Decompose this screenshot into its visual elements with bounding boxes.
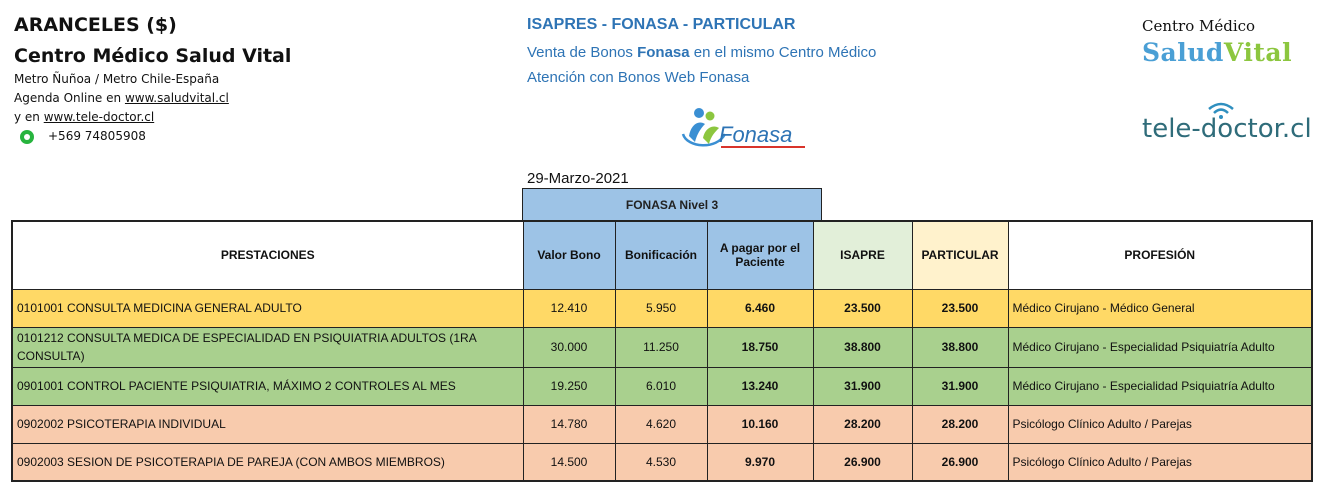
cell-bonificacion: 4.530 [614,442,708,482]
table-row: 0101212 CONSULTA MEDICA DE ESPECIALIDAD … [11,326,1313,368]
tariff-date: 29-Marzo-2021 [527,170,629,187]
cell-profesion: Psicólogo Clínico Adulto / Parejas [1007,404,1313,444]
phone-number[interactable]: +569 74805908 [48,129,146,143]
cell-bonificacion: 11.250 [614,326,708,368]
logo-vital: Vital [1223,38,1293,67]
agenda-prefix: Agenda Online en [14,91,125,105]
cell-valor-bono: 30.000 [522,326,616,368]
table-row: 0101001 CONSULTA MEDICINA GENERAL ADULTO… [11,288,1313,328]
cell-isapre: 38.800 [812,326,913,368]
cell-valor-bono: 19.250 [522,366,616,406]
col-profesion: PROFESIÓN [1007,220,1313,290]
cell-particular: 26.900 [911,442,1009,482]
cell-profesion: Médico Cirujano - Especialidad Psiquiatr… [1007,366,1313,406]
cell-prestacion: 0901001 CONTROL PACIENTE PSIQUIATRIA, MÁ… [11,366,524,406]
table-row: 0901001 CONTROL PACIENTE PSIQUIATRIA, MÁ… [11,366,1313,406]
cell-a-pagar: 9.970 [706,442,814,482]
agenda-line: Agenda Online en www.saludvital.cl [14,89,291,108]
cell-bonificacion: 6.010 [614,366,708,406]
fonasa-group-header: FONASA Nivel 3 [522,188,822,220]
centro-medico-label: Centro Médico [1142,17,1256,35]
cell-particular: 23.500 [911,288,1009,328]
cell-prestacion: 0902003 SESION DE PSICOTERAPIA DE PAREJA… [11,442,524,482]
col-a-pagar: A pagar por el Paciente [706,220,814,290]
cell-particular: 38.800 [911,326,1009,368]
cell-prestacion: 0902002 PSICOTERAPIA INDIVIDUAL [11,404,524,444]
cell-valor-bono: 14.780 [522,404,616,444]
bonos-web-line: Atención con Bonos Web Fonasa [527,69,750,86]
table-header-row: PRESTACIONES Valor Bono Bonificación A p… [11,220,1313,290]
header-right: Centro Médico SaludVital [1142,14,1292,68]
tele-doctor-link[interactable]: www.tele-doctor.cl [43,110,155,124]
cell-profesion: Médico Cirujano - Especialidad Psiquiatr… [1007,326,1313,368]
cell-isapre: 28.200 [812,404,913,444]
col-bonificacion: Bonificación [614,220,708,290]
phone-line: +569 74805908 [20,127,291,146]
wifi-icon [1208,102,1234,119]
cell-bonificacion: 5.950 [614,288,708,328]
fonasa-logo: Fonasa [681,108,805,148]
saludvital-link[interactable]: www.saludvital.cl [124,91,229,105]
fonasa-bold-text: Fonasa [637,44,690,61]
venta-bonos-text: Venta de Bonos [527,44,638,61]
cell-isapre: 23.500 [812,288,913,328]
tariff-table: PRESTACIONES Valor Bono Bonificación A p… [11,220,1313,482]
table-row: 0902002 PSICOTERAPIA INDIVIDUAL 14.780 4… [11,404,1313,444]
page-title: ARANCELES ($) [14,14,177,36]
cell-profesion: Psicólogo Clínico Adulto / Parejas [1007,442,1313,482]
metro-info: Metro Ñuñoa / Metro Chile-España [14,72,220,86]
cell-a-pagar: 13.240 [706,366,814,406]
cell-particular: 31.900 [911,366,1009,406]
cell-profesion: Médico Cirujano - Médico General [1007,288,1313,328]
whatsapp-icon [20,129,34,144]
col-prestaciones: PRESTACIONES [11,220,524,290]
venta-bonos-line: Venta de Bonos Fonasa en el mismo Centro… [527,43,876,63]
tele-line: y en www.tele-doctor.cl [14,108,291,127]
cell-prestacion: 0101212 CONSULTA MEDICA DE ESPECIALIDAD … [11,326,524,368]
cell-valor-bono: 12.410 [522,288,616,328]
cell-a-pagar: 18.750 [706,326,814,368]
cell-particular: 28.200 [911,404,1009,444]
col-isapre: ISAPRE [812,220,913,290]
cell-a-pagar: 10.160 [706,404,814,444]
cell-valor-bono: 14.500 [522,442,616,482]
venta-bonos-suffix: en el mismo Centro Médico [689,44,877,61]
col-valor-bono: Valor Bono [522,220,616,290]
header-middle: ISAPRES - FONASA - PARTICULAR Venta de B… [527,14,876,88]
center-name: Centro Médico Salud Vital [14,45,292,67]
cell-a-pagar: 6.460 [706,288,814,328]
tele-doctor-logo: tele-doctor.cl [1142,114,1312,144]
cell-prestacion: 0101001 CONSULTA MEDICINA GENERAL ADULTO [11,288,524,328]
insurance-title: ISAPRES - FONASA - PARTICULAR [527,16,796,33]
logo-salud: Salud [1142,38,1224,67]
fonasa-logo-text: Fonasa [719,122,792,147]
header-left: ARANCELES ($) Centro Médico Salud Vital … [14,14,291,146]
col-particular: PARTICULAR [911,220,1009,290]
cell-isapre: 26.900 [812,442,913,482]
cell-isapre: 31.900 [812,366,913,406]
saludvital-logo: SaludVital [1142,38,1292,68]
table-row: 0902003 SESION DE PSICOTERAPIA DE PAREJA… [11,442,1313,482]
cell-bonificacion: 4.620 [614,404,708,444]
tele-prefix: y en [14,110,44,124]
